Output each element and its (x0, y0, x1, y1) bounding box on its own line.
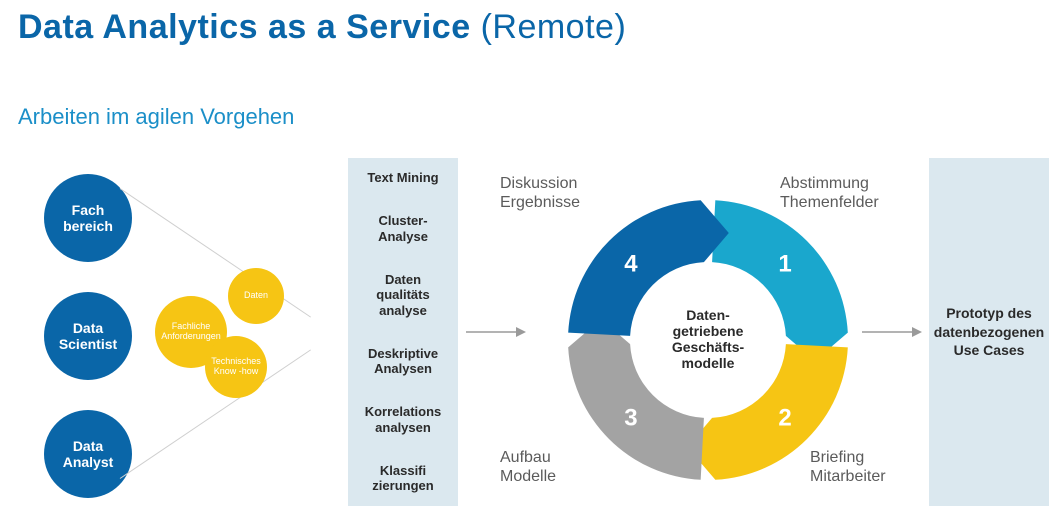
cycle-segment-number: 2 (778, 404, 791, 431)
input-circle-daten: Daten (228, 268, 284, 324)
method-item: DeskriptiveAnalysen (354, 346, 452, 377)
input-circle-technisches-knowhow: TechnischesKnow -how (205, 336, 267, 398)
role-circle-fachbereich: Fachbereich (44, 174, 132, 262)
input-label: Daten (244, 291, 268, 301)
role-circle-data-analyst: DataAnalyst (44, 410, 132, 498)
role-circle-data-scientist: DataScientist (44, 292, 132, 380)
cycle-center-text: modelle (682, 355, 735, 371)
input-label: TechnischesKnow -how (211, 357, 261, 377)
method-item: Datenqualitätsanalyse (354, 272, 452, 319)
role-label: DataAnalyst (63, 438, 114, 470)
input-label: FachlicheAnforderungen (161, 322, 221, 342)
role-label: Fachbereich (63, 202, 113, 234)
cycle-center-text: getriebene (673, 323, 744, 339)
method-item: Korrelationsanalysen (354, 404, 452, 435)
method-item: Cluster-Analyse (354, 213, 452, 244)
cycle-segment-number: 3 (624, 404, 637, 431)
method-item: Klassifizierungen (354, 463, 452, 494)
method-item: Text Mining (354, 170, 452, 186)
output-box: Prototyp des datenbezogenen Use Cases (929, 158, 1049, 506)
arrow-right-icon (466, 324, 526, 340)
methods-box: Text Mining Cluster-Analyse Datenqualitä… (348, 158, 458, 506)
role-label: DataScientist (59, 320, 117, 352)
subtitle: Arbeiten im agilen Vorgehen (18, 104, 294, 130)
title-paren: (Remote) (481, 8, 627, 46)
cycle-center-text: Daten- (686, 307, 730, 323)
cycle-segment-number: 4 (624, 250, 638, 277)
arrow-right-icon (862, 324, 922, 340)
output-text: Prototyp des datenbezogenen Use Cases (934, 304, 1044, 361)
diagram-root: Data Analytics as a Service (Remote) Arb… (0, 0, 1064, 519)
title-strong: Data Analytics as a Service (18, 8, 471, 46)
cycle-donut: 1 2 3 4 Daten-getriebeneGeschäfts-modelle (558, 190, 858, 490)
page-title: Data Analytics as a Service (Remote) (18, 8, 626, 47)
cycle-segment-number: 1 (778, 250, 791, 277)
cycle-center-text: Geschäfts- (672, 339, 745, 355)
cycle-label-aufbau-modelle: AufbauModelle (500, 448, 556, 486)
